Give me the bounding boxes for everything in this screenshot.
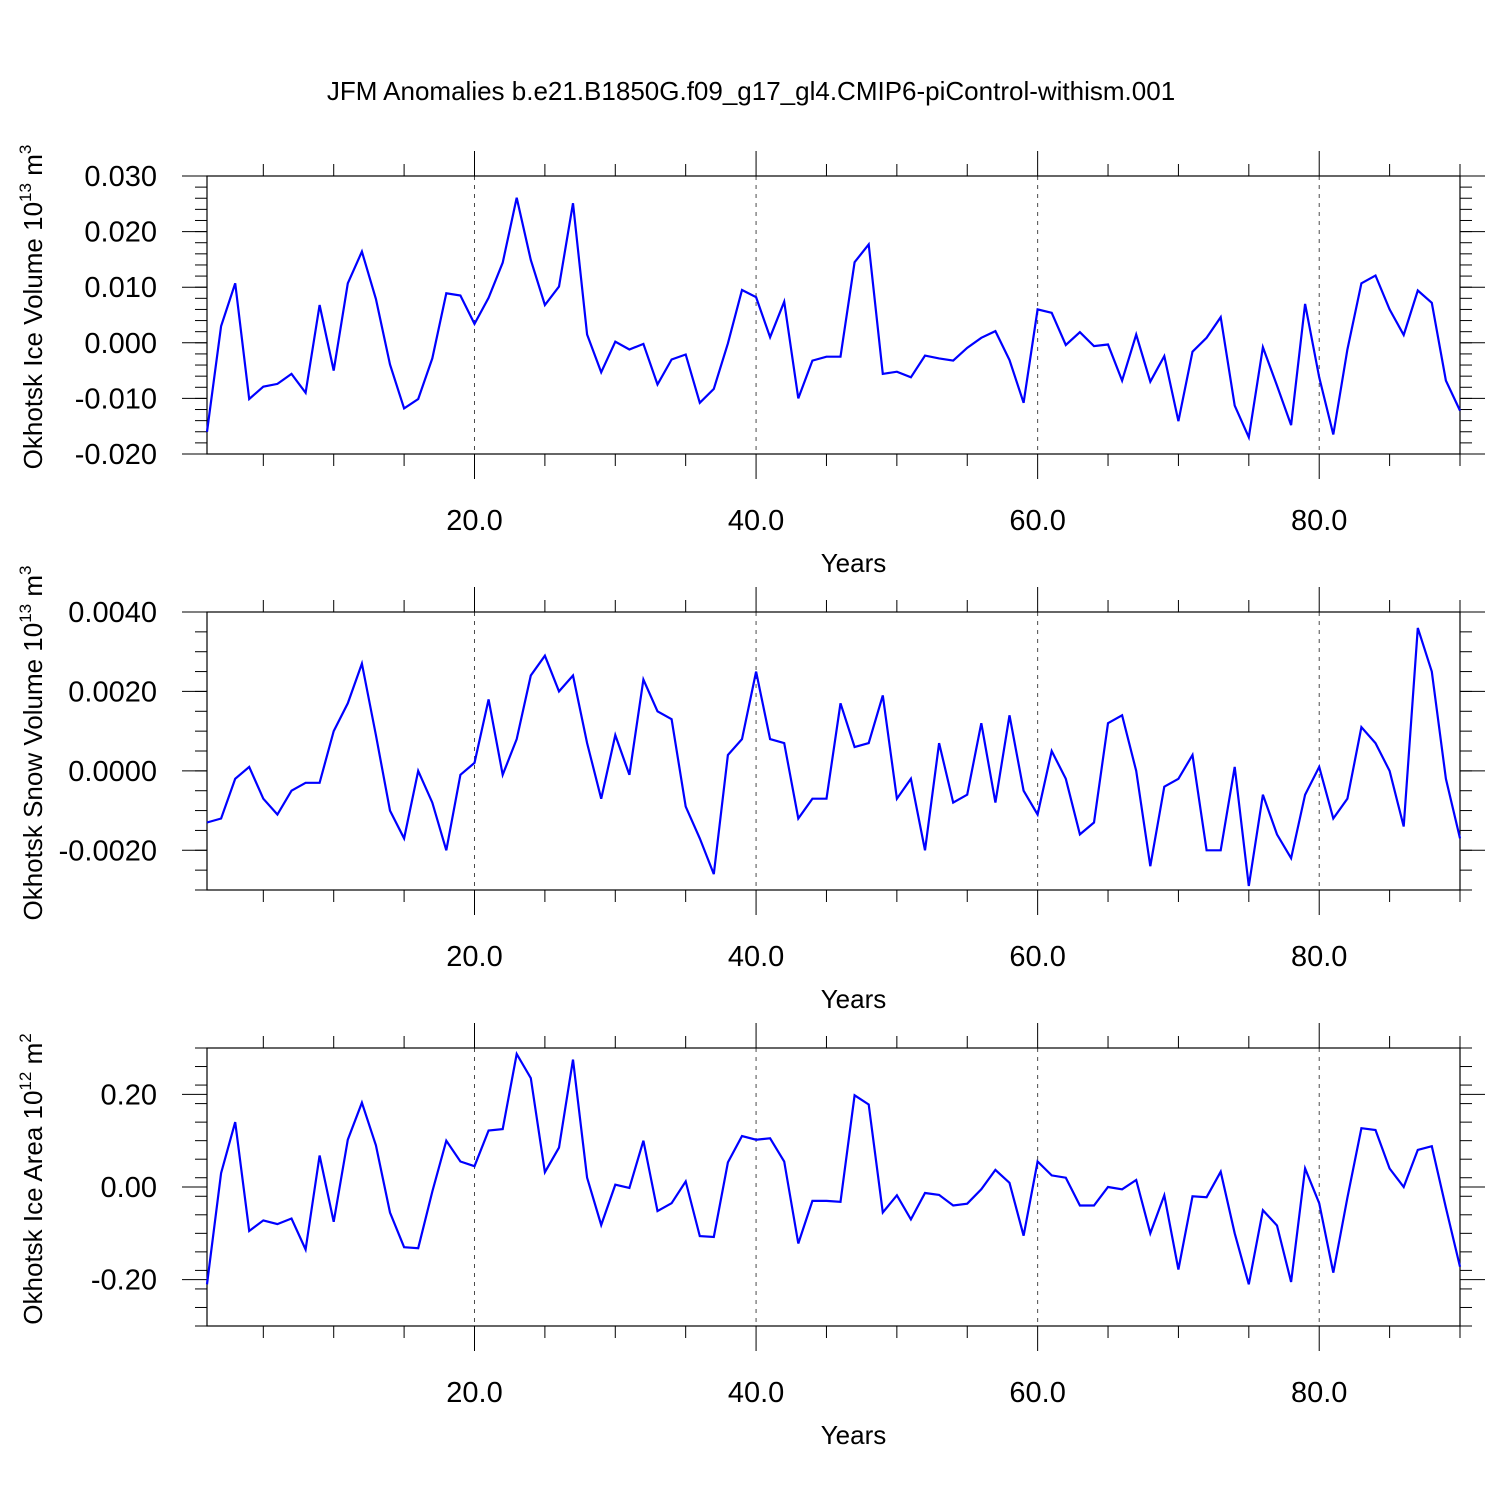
ice-volume-series-line	[205, 197, 1461, 442]
ice-area-y-tick-label: 0.00	[101, 1172, 157, 1204]
ice-area-panel: 20.0 40.0 60.0 80.0 -0.20 0.00 0.20 Years Okhots…	[16, 1023, 1485, 1450]
ice-area-y-tick-label: -0.20	[91, 1265, 157, 1297]
ice-volume-x-tick-label: 80.0	[1291, 505, 1347, 537]
snow-volume-x-axis-label: Years	[821, 984, 887, 1014]
ice-volume-x-axis-label: Years	[821, 548, 887, 578]
snow-volume-y-tick-label: -0.0020	[59, 835, 157, 867]
ice-volume-y-axis-label-exponent: 13	[16, 183, 35, 202]
ice-area-y-axis-label-text: Okhotsk Ice Area 10	[18, 1091, 48, 1325]
ice-area-series-line	[205, 1050, 1462, 1285]
ice-area-y-axis-label-unit: m	[18, 1043, 48, 1072]
ice-volume-plot-frame	[206, 175, 1461, 455]
snow-volume-y-axis-label: Okhotsk Snow Volume 1013 m3	[16, 566, 48, 921]
snow-volume-x-tick-label: 40.0	[728, 941, 784, 973]
ice-volume-y-tick-label: 0.000	[84, 328, 157, 360]
ice-volume-y-axis-label: Okhotsk Ice Volume 1013 m3	[16, 145, 48, 470]
ice-volume-y-axis-label-unit: m	[18, 154, 48, 183]
ice-volume-y-tick-label: -0.020	[75, 439, 157, 471]
ice-area-x-tick-label: 20.0	[446, 1377, 502, 1409]
snow-volume-panel: 20.0 40.0 60.0 80.0 -0.0020 0.0000 0.0020 0.004…	[16, 566, 1485, 1014]
snow-volume-y-tick-label: 0.0040	[68, 597, 157, 629]
snow-volume-series-line	[206, 627, 1462, 887]
ice-volume-x-tick-label: 60.0	[1009, 505, 1065, 537]
ice-area-y-tick-label: 0.20	[101, 1079, 157, 1111]
ice-volume-x-tick-label: 20.0	[446, 505, 502, 537]
snow-volume-x-tick-label: 80.0	[1291, 941, 1347, 973]
snow-volume-y-axis-label-unit-exponent: 3	[16, 566, 35, 575]
ice-area-x-tick-label: 40.0	[728, 1377, 784, 1409]
ice-volume-x-tick-label: 40.0	[728, 505, 784, 537]
ice-area-y-axis-label: Okhotsk Ice Area 1012 m2	[16, 1033, 48, 1324]
snow-volume-y-axis-label-text: Okhotsk Snow Volume 10	[18, 623, 48, 921]
ice-area-x-tick-label: 60.0	[1009, 1377, 1065, 1409]
ice-area-x-axis-label: Years	[821, 1420, 887, 1450]
ice-area-x-tick-label: 80.0	[1291, 1377, 1347, 1409]
figure-title: JFM Anomalies b.e21.B1850G.f09_g17_gl4.C…	[327, 76, 1175, 106]
snow-volume-y-tick-label: 0.0000	[68, 756, 157, 788]
snow-volume-y-axis-label-unit: m	[18, 575, 48, 604]
ice-volume-y-axis-label-unit-exponent: 3	[16, 145, 35, 154]
ice-volume-panel: 20.0 40.0 60.0 80.0 -0.020 -0.010 0.000 0.010 0.…	[16, 145, 1485, 578]
ice-volume-y-axis-label-text: Okhotsk Ice Volume 10	[18, 202, 48, 469]
ice-area-y-axis-label-unit-exponent: 2	[16, 1033, 35, 1042]
snow-volume-y-axis-label-exponent: 13	[16, 604, 35, 623]
ice-volume-y-tick-label: 0.030	[84, 161, 157, 193]
snow-volume-x-tick-label: 60.0	[1009, 941, 1065, 973]
ice-area-y-axis-label-exponent: 12	[16, 1072, 35, 1091]
snow-volume-y-tick-label: 0.0020	[68, 676, 157, 708]
ice-volume-y-tick-label: 0.010	[84, 272, 157, 304]
snow-volume-x-tick-label: 20.0	[446, 941, 502, 973]
ice-volume-y-tick-label: -0.010	[75, 383, 157, 415]
ice-area-plot-frame	[206, 1047, 1461, 1327]
ice-volume-y-tick-label: 0.020	[84, 217, 157, 249]
